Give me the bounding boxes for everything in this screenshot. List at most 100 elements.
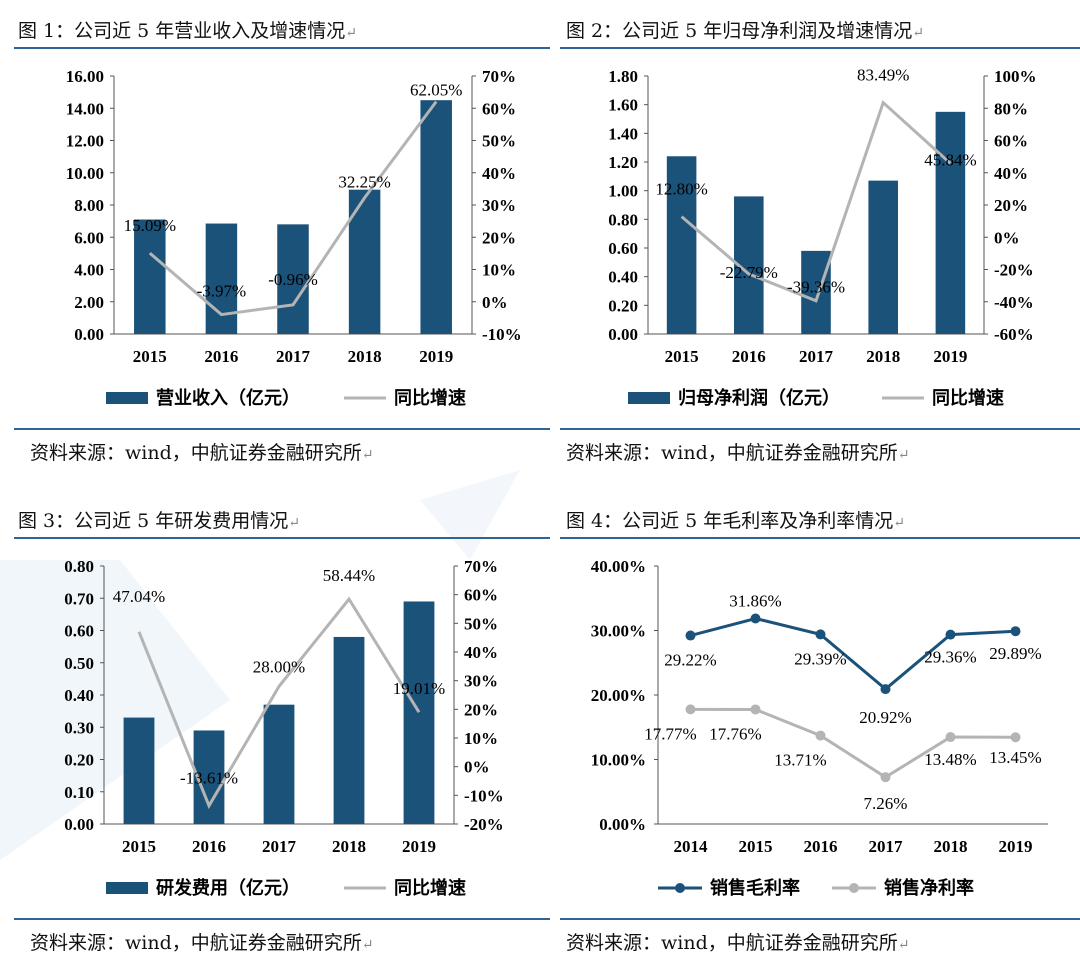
x-tick-label: 2017 <box>276 347 311 366</box>
left-tick-label: 1.20 <box>608 153 638 172</box>
left-tick-label: 2.00 <box>74 293 104 312</box>
y-tick-label: 0.00% <box>599 815 646 834</box>
x-tick-label: 2017 <box>799 347 834 366</box>
net-profit-chart: 0.00 0.20 0.40 0.60 0.80 1.00 1.20 1.40 1.60 1.80… <box>608 66 1037 408</box>
source-rule <box>14 918 550 920</box>
legend-line-label: 同比增速 <box>394 387 466 408</box>
right-tick-label: 70% <box>464 557 498 576</box>
x-tick-label: 2015 <box>133 347 167 366</box>
x-tick-label: 2015 <box>739 837 773 856</box>
right-tick-label: -20% <box>994 261 1034 280</box>
net-margin-data-label: 17.77% <box>644 724 696 743</box>
bar <box>420 100 452 334</box>
growth-data-label: 15.09% <box>124 216 176 235</box>
left-tick-label: 0.00 <box>64 815 94 834</box>
legend-bar-swatch <box>106 392 148 404</box>
net-margin-point <box>1010 732 1021 743</box>
gross-margin-data-label: 20.92% <box>859 708 911 727</box>
gross-margin-point <box>880 684 891 695</box>
gross-margin-point <box>1010 626 1021 637</box>
bar <box>333 636 365 824</box>
y-tick-label: 30.00% <box>591 622 646 641</box>
right-tick-label: 40% <box>994 164 1028 183</box>
left-tick-label: 10.00 <box>66 164 104 183</box>
x-tick-label: 2016 <box>732 347 766 366</box>
x-tick-label: 2018 <box>332 837 366 856</box>
net-margin-data-label: 7.26% <box>864 794 908 813</box>
x-tick-label: 2014 <box>674 837 709 856</box>
x-tick-label: 2019 <box>933 347 967 366</box>
left-tick-label: 0.60 <box>608 239 638 258</box>
rd-expense-chart: 0.00 0.10 0.20 0.30 0.40 0.50 0.60 0.70 0.80 -20%… <box>64 557 504 898</box>
right-tick-label: -40% <box>994 293 1034 312</box>
net-margin-data-label: 13.71% <box>774 751 826 770</box>
title-rule <box>560 47 1080 49</box>
growth-data-label: 62.05% <box>410 81 462 100</box>
left-tick-label: 0.80 <box>64 557 94 576</box>
net-margin-point <box>815 730 826 741</box>
left-tick-label: 14.00 <box>66 99 104 118</box>
right-tick-label: 10% <box>482 261 516 280</box>
x-tick-label: 2015 <box>122 837 156 856</box>
right-tick-label: -60% <box>994 325 1034 344</box>
legend-bar-swatch <box>106 882 148 894</box>
gross-margin-data-label: 29.89% <box>989 644 1041 663</box>
growth-line <box>148 100 438 317</box>
x-tick-label: 2017 <box>262 837 297 856</box>
growth-data-label: -22.79% <box>720 263 778 282</box>
growth-data-label: 12.80% <box>655 180 707 199</box>
x-tick-label: 2018 <box>866 347 900 366</box>
bar <box>666 156 697 334</box>
growth-data-label: 28.00% <box>253 657 305 676</box>
x-tick-label: 2017 <box>869 837 904 856</box>
title-rule <box>560 537 1080 539</box>
revenue-chart: 0.00 2.00 4.00 6.00 8.00 10.00 12.00 14.00 16.00… <box>66 67 522 408</box>
title-rule <box>14 537 550 539</box>
left-tick-label: 0.60 <box>64 622 94 641</box>
x-tick-label: 2019 <box>419 347 453 366</box>
gross-margin-point <box>750 613 761 624</box>
growth-data-label: -0.96% <box>268 270 318 289</box>
gross-margin-line <box>690 616 1016 692</box>
gross-margin-data-label: 29.39% <box>794 649 846 668</box>
y-tick-label: 40.00% <box>591 557 646 576</box>
growth-data-label: 19.01% <box>393 679 445 698</box>
left-tick-label: 0.70 <box>64 589 94 608</box>
left-tick-label: 0.20 <box>64 751 94 770</box>
bar <box>134 219 166 334</box>
left-tick-label: 0.30 <box>64 718 94 737</box>
right-tick-label: 60% <box>994 132 1028 151</box>
left-tick-label: 1.00 <box>608 182 638 201</box>
right-tick-label: 20% <box>464 700 498 719</box>
left-tick-label: 0.80 <box>608 210 638 229</box>
right-tick-label: 70% <box>482 67 516 86</box>
x-tick-label: 2018 <box>934 837 968 856</box>
panel-title: 图 3：公司近 5 年研发费用情况↵ <box>18 510 301 532</box>
right-tick-label: 10% <box>464 729 498 748</box>
gross-margin-data-label: 31.86% <box>729 592 781 611</box>
gross-margin-point <box>685 630 696 641</box>
net-margin-data-label: 13.48% <box>924 750 976 769</box>
net-margin-data-label: 13.45% <box>989 748 1041 767</box>
growth-data-label: 45.84% <box>924 150 976 169</box>
right-tick-label: -10% <box>464 786 504 805</box>
legend-line-label: 同比增速 <box>394 877 466 898</box>
gross-margin-point <box>815 629 826 640</box>
left-tick-label: 4.00 <box>74 261 104 280</box>
right-tick-label: 100% <box>994 67 1037 86</box>
right-tick-label: 20% <box>482 228 516 247</box>
bar <box>801 250 831 334</box>
growth-data-label: 47.04% <box>113 587 165 606</box>
x-tick-label: 2016 <box>192 837 226 856</box>
legend-line-label: 同比增速 <box>932 387 1004 408</box>
bar <box>348 189 381 334</box>
left-tick-label: 6.00 <box>74 228 104 247</box>
panel-title: 图 2：公司近 5 年归母净利润及增速情况↵ <box>566 20 925 42</box>
left-tick-label: 0.10 <box>64 783 94 802</box>
right-tick-label: -20% <box>464 815 504 834</box>
net-margin-point <box>880 772 891 783</box>
left-tick-label: 0.20 <box>608 296 638 315</box>
right-tick-label: 40% <box>464 643 498 662</box>
right-tick-label: 0% <box>464 758 490 777</box>
